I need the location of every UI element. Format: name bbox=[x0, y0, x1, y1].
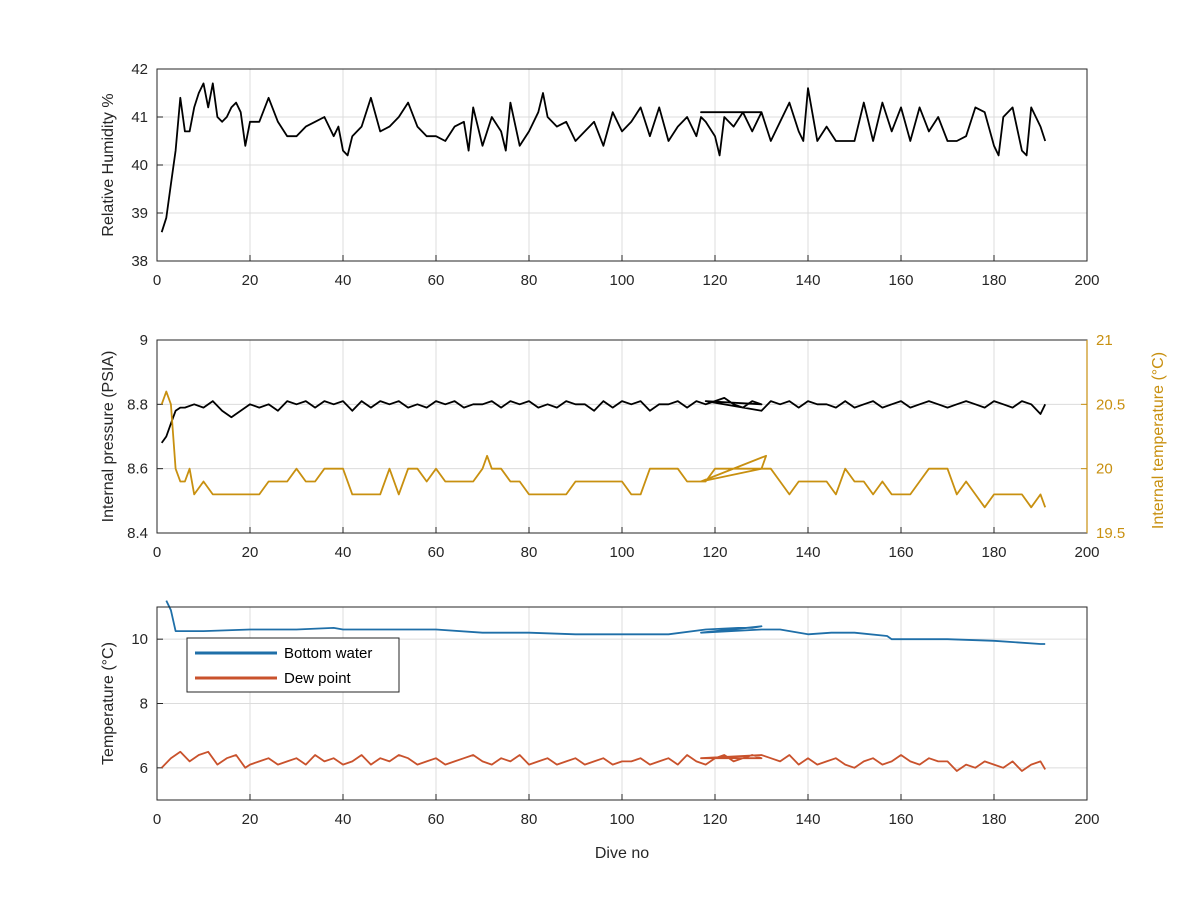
x-tick-label: 0 bbox=[153, 544, 161, 561]
series-1-line bbox=[160, 390, 1047, 509]
x-tick-label: 100 bbox=[609, 272, 634, 289]
y-axis-label: Relative Humidity % bbox=[100, 93, 117, 236]
y-tick-label: 42 bbox=[131, 61, 148, 78]
x-tick-label: 20 bbox=[242, 272, 259, 289]
x-tick-label: 120 bbox=[702, 544, 727, 561]
legend: Bottom water Dew point bbox=[186, 637, 400, 693]
y2-tick-label: 19.5 bbox=[1096, 525, 1125, 542]
x-tick-label: 80 bbox=[521, 811, 538, 828]
x-tick-label: 20 bbox=[242, 811, 259, 828]
pressure-temperature-panel: 0 20 40 60 80 100 120 140 160 180 200 8.4 8.6 8.8 9 19.… bbox=[100, 332, 1167, 561]
legend-entry: Bottom water bbox=[284, 645, 372, 662]
x-tick-label: 100 bbox=[609, 544, 634, 561]
x-tick-label: 180 bbox=[981, 811, 1006, 828]
y-tick-label: 6 bbox=[140, 760, 148, 777]
x-tick-label: 160 bbox=[888, 272, 913, 289]
x-tick-label: 40 bbox=[335, 811, 352, 828]
y-tick-label: 9 bbox=[140, 332, 148, 349]
x-tick-label: 160 bbox=[888, 811, 913, 828]
y-tick-label: 38 bbox=[131, 253, 148, 270]
x-tick-label: 40 bbox=[335, 272, 352, 289]
y2-tick-label: 20.5 bbox=[1096, 396, 1125, 413]
x-tick-label: 180 bbox=[981, 544, 1006, 561]
x-tick-label: 180 bbox=[981, 272, 1006, 289]
y-tick-label: 39 bbox=[131, 205, 148, 222]
legend-box bbox=[186, 637, 400, 693]
x-tick-label: 120 bbox=[702, 272, 727, 289]
dew-point-line bbox=[161, 750, 1046, 772]
x-axis-label: Dive no bbox=[595, 845, 649, 862]
x-tick-label: 200 bbox=[1074, 272, 1099, 289]
y-tick-label: 40 bbox=[131, 157, 148, 174]
x-tick-label: 60 bbox=[428, 272, 445, 289]
temperature-panel: 0 20 40 60 80 100 120 140 160 180 200 6 8 10 Temperatu… bbox=[100, 600, 1100, 862]
x-tick-label: 60 bbox=[428, 544, 445, 561]
y-tick-label: 8.8 bbox=[127, 396, 148, 413]
x-tick-label: 20 bbox=[242, 544, 259, 561]
series-0-line bbox=[160, 82, 1047, 233]
x-tick-label: 200 bbox=[1074, 544, 1099, 561]
axes-frame bbox=[156, 606, 1088, 801]
y-axis-label: Temperature (°C) bbox=[100, 642, 117, 765]
x-tick-label: 80 bbox=[521, 544, 538, 561]
humidity-panel: 0 20 40 60 80 100 120 140 160 180 200 38 39 40 41 42 Rel… bbox=[100, 61, 1100, 289]
x-tick-label: 140 bbox=[795, 811, 820, 828]
x-tick-label: 200 bbox=[1074, 811, 1099, 828]
y-tick-label: 41 bbox=[131, 109, 148, 126]
y-tick-label: 8 bbox=[140, 696, 148, 713]
x-tick-label: 40 bbox=[335, 544, 352, 561]
x-tick-label: 120 bbox=[702, 811, 727, 828]
x-tick-label: 80 bbox=[521, 272, 538, 289]
y-tick-label: 8.6 bbox=[127, 461, 148, 478]
y2-tick-label: 20 bbox=[1096, 461, 1113, 478]
y-axis-label: Internal pressure (PSIA) bbox=[100, 351, 117, 523]
x-tick-label: 0 bbox=[153, 272, 161, 289]
x-tick-label: 0 bbox=[153, 811, 161, 828]
bottom-water-line bbox=[165, 600, 1046, 645]
y-tick-label: 10 bbox=[131, 631, 148, 648]
series-0-line bbox=[160, 396, 1047, 444]
legend-entry: Dew point bbox=[284, 670, 352, 687]
x-tick-label: 160 bbox=[888, 544, 913, 561]
x-tick-label: 140 bbox=[795, 544, 820, 561]
x-tick-label: 100 bbox=[609, 811, 634, 828]
y2-axis-label: Internal temperature (°C) bbox=[1150, 352, 1167, 529]
y2-tick-label: 21 bbox=[1096, 332, 1113, 349]
x-tick-label: 140 bbox=[795, 272, 820, 289]
y-tick-label: 8.4 bbox=[127, 525, 148, 542]
x-tick-label: 60 bbox=[428, 811, 445, 828]
axes-frame bbox=[156, 68, 1088, 262]
